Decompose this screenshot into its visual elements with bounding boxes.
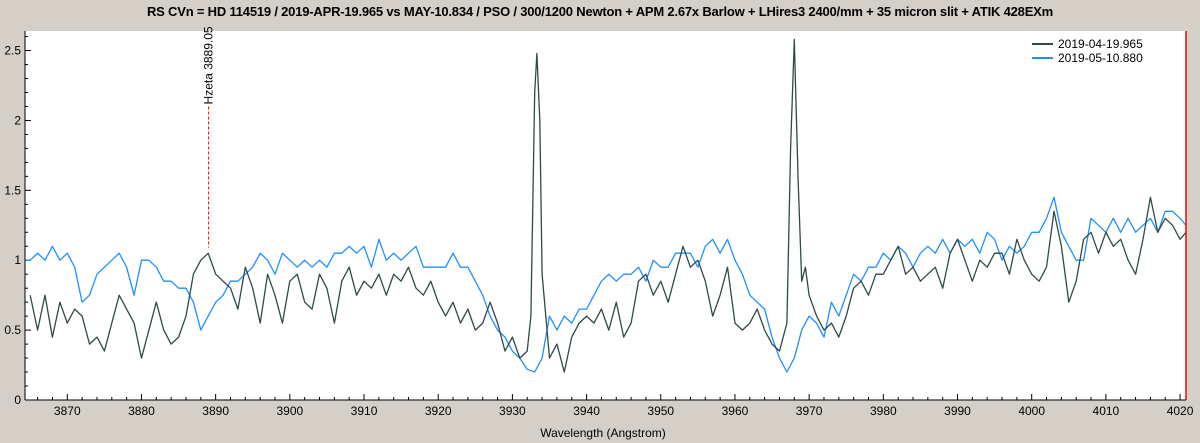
plot-area	[25, 31, 1186, 400]
x-tick-label: 4010	[1093, 404, 1120, 418]
x-tick-label: 4020	[1167, 404, 1194, 418]
y-tick-label: 2	[14, 113, 21, 127]
y-tick-label: 1.5	[4, 183, 21, 197]
x-tick-label: 4000	[1018, 404, 1045, 418]
x-tick-label: 3950	[647, 404, 674, 418]
y-tick-label: 1	[14, 253, 21, 267]
x-axis-label: Wavelength (Angstrom)	[540, 426, 666, 440]
x-tick-label: 3970	[796, 404, 823, 418]
x-tick-label: 3960	[722, 404, 749, 418]
legend-label: 2019-05-10.880	[1058, 51, 1143, 65]
x-tick-label: 3980	[870, 404, 897, 418]
chart-title: RS CVn = HD 114519 / 2019-APR-19.965 vs …	[146, 4, 1054, 19]
hzeta-marker-label: Hzeta 3889.05	[202, 26, 216, 104]
y-tick-label: 0	[14, 393, 21, 407]
x-tick-label: 3870	[54, 404, 81, 418]
x-tick-label: 3890	[202, 404, 229, 418]
x-tick-label: 3880	[128, 404, 155, 418]
series-line-2019-04-19.965	[29, 38, 1187, 373]
y-tick-label: 2.5	[4, 44, 21, 58]
series-line-2019-05-10.880	[25, 196, 1187, 373]
x-tick-label: 3990	[944, 404, 971, 418]
x-tick-label: 3900	[276, 404, 303, 418]
y-tick-label: 0.5	[4, 323, 21, 337]
x-tick-label: 3930	[499, 404, 526, 418]
x-tick-label: 3920	[425, 404, 452, 418]
x-tick-label: 3910	[351, 404, 378, 418]
x-tick-label: 3940	[573, 404, 600, 418]
legend-label: 2019-04-19.965	[1058, 37, 1143, 51]
